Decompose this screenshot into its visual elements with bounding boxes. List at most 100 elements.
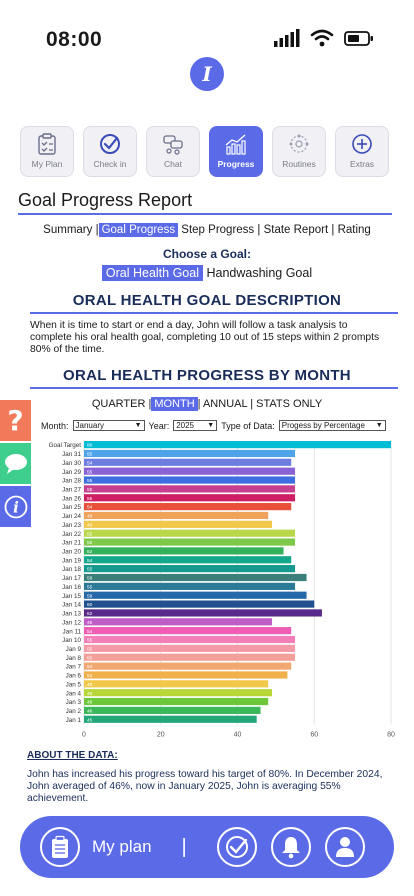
data-label: 55 <box>87 487 93 493</box>
chat-icon <box>163 135 183 155</box>
nav-tabs: My Plan Check in Chat Progress <box>20 126 389 177</box>
period-stats-only[interactable]: STATS ONLY <box>256 398 323 410</box>
subnav-summary[interactable]: Summary <box>43 224 93 236</box>
data-label: 48 <box>87 682 93 688</box>
y-tick-label: Jan 14 <box>62 602 81 609</box>
profile-button[interactable] <box>324 827 365 867</box>
x-tick-label: 80 <box>387 732 395 739</box>
year-select-value: 2025 <box>176 421 194 430</box>
info-icon: i <box>4 495 27 518</box>
chart-bar <box>84 565 296 573</box>
goal-description: When it is time to start or end a day, J… <box>30 320 380 355</box>
about-title: ABOUT THE DATA: <box>27 750 118 761</box>
y-tick-label: Jan 3 <box>66 699 82 706</box>
help-icon: ? <box>7 404 24 437</box>
subnav-step-progress[interactable]: Step Progress <box>181 224 255 236</box>
title-divider <box>18 213 392 215</box>
period-separator: | <box>250 398 254 410</box>
goal-choices: Oral Health Goal Handwashing Goal <box>0 265 414 281</box>
goal-option-handwashing[interactable]: Handwashing Goal <box>206 266 313 280</box>
subnav-separator: | <box>257 224 261 236</box>
chart-bar <box>84 618 273 626</box>
chart-bar <box>84 680 269 688</box>
subnav-state-report[interactable]: State Report <box>263 224 329 236</box>
info-button[interactable]: i <box>0 486 31 527</box>
check-circle-icon <box>225 836 248 858</box>
chart-bar <box>84 503 292 511</box>
signal-icon <box>274 29 300 47</box>
chevron-down-icon: ▼ <box>207 422 215 429</box>
y-tick-label: Jan 20 <box>62 549 81 556</box>
tab-label: Progress <box>217 159 255 169</box>
tab-chat[interactable]: Chat <box>146 126 200 177</box>
tab-progress[interactable]: Progress <box>209 126 263 177</box>
y-tick-label: Jan 11 <box>63 628 82 635</box>
data-type-select[interactable]: Progess by Percentage ▼ <box>278 420 386 431</box>
year-select[interactable]: 2025 ▼ <box>173 420 218 431</box>
data-label: 55 <box>87 531 93 537</box>
page-title: Goal Progress Report <box>18 190 193 210</box>
help-button[interactable]: ? <box>0 400 31 441</box>
notifications-button[interactable] <box>270 827 311 867</box>
progress-bar-chart: 0 20 40 60 80 Goal Target 80 Jan 31 55 Jan 30 54 Ja… <box>49 441 395 739</box>
data-label: 80 <box>87 443 93 449</box>
period-annual[interactable]: ANNUAL <box>202 398 248 410</box>
bell-icon <box>281 837 300 859</box>
data-label: 58 <box>87 593 93 599</box>
data-label: 55 <box>87 469 93 475</box>
chart-bar <box>84 653 296 661</box>
data-label: 54 <box>87 664 93 670</box>
clipboard-icon <box>52 835 68 858</box>
chart-bar <box>84 635 296 644</box>
chart-bar <box>84 662 292 670</box>
data-label: 55 <box>87 655 93 661</box>
y-tick-label: Jan 8 <box>66 655 82 662</box>
chart-bar <box>84 467 296 475</box>
y-tick-label: Jan 24 <box>62 513 81 520</box>
chart-bar <box>84 538 296 546</box>
x-tick-label: 0 <box>82 732 86 739</box>
tab-my-plan[interactable]: My Plan <box>20 126 74 177</box>
y-tick-label: Jan 13 <box>62 611 81 618</box>
data-label: 49 <box>87 620 93 626</box>
tab-check-in[interactable]: Check in <box>83 126 137 177</box>
period-month[interactable]: MONTH <box>151 397 198 411</box>
goal-option-oral-health[interactable]: Oral Health Goal <box>101 265 203 281</box>
check-in-button[interactable] <box>216 827 257 867</box>
y-tick-label: Jan 16 <box>62 584 81 591</box>
y-tick-label: Jan 5 <box>66 681 82 688</box>
status-time: 08:00 <box>46 28 103 51</box>
chat-button[interactable] <box>0 443 31 484</box>
y-tick-label: Jan 22 <box>62 531 81 538</box>
data-label: 54 <box>87 558 93 564</box>
data-label: 48 <box>87 514 93 520</box>
data-label: 46 <box>87 709 93 715</box>
tab-routines[interactable]: Routines <box>272 126 326 177</box>
y-tick-label: Jan 4 <box>66 690 82 697</box>
chart-bar <box>84 706 261 714</box>
bar-chart-icon <box>225 134 246 155</box>
subnav-rating[interactable]: Rating <box>337 224 371 236</box>
chart-bar <box>84 494 296 502</box>
data-label: 55 <box>87 638 93 644</box>
description-divider <box>30 312 398 314</box>
period-quarter[interactable]: QUARTER <box>91 398 146 410</box>
tab-label: Routines <box>282 159 316 169</box>
my-plan-label[interactable]: My plan <box>92 837 152 856</box>
data-label: 55 <box>87 584 93 590</box>
y-tick-label: Jan 17 <box>62 575 81 582</box>
subnav-goal-progress[interactable]: Goal Progress <box>98 223 179 237</box>
data-type-select-value: Progess by Percentage <box>281 421 365 430</box>
data-label: 54 <box>87 460 93 466</box>
month-select[interactable]: January ▼ <box>72 420 145 431</box>
status-icons <box>274 29 374 47</box>
y-tick-label: Goal Target <box>49 442 82 449</box>
period-tabs: QUARTER | MONTH | ANNUAL | STATS ONLY <box>0 397 414 411</box>
app-logo: I <box>190 57 224 91</box>
y-tick-label: Jan 15 <box>62 593 81 600</box>
tab-extras[interactable]: Extras <box>335 126 389 177</box>
my-plan-button[interactable] <box>40 827 80 867</box>
y-tick-label: Jan 23 <box>62 522 81 529</box>
chart-bar <box>84 449 296 458</box>
bottom-bar: My plan | <box>20 816 394 878</box>
